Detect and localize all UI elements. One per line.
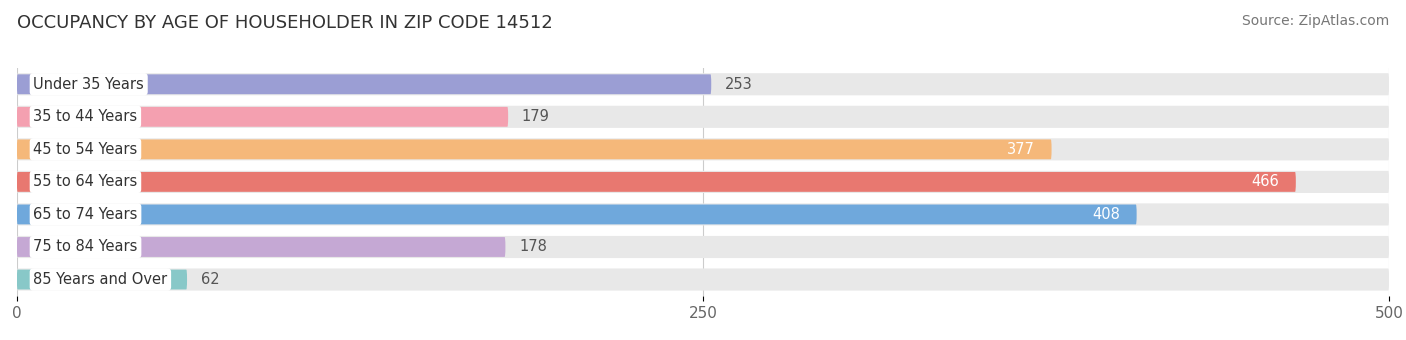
FancyBboxPatch shape: [17, 107, 508, 127]
FancyBboxPatch shape: [17, 171, 1389, 193]
Text: 75 to 84 Years: 75 to 84 Years: [34, 239, 138, 254]
FancyBboxPatch shape: [17, 172, 1296, 192]
FancyBboxPatch shape: [17, 236, 1389, 258]
FancyBboxPatch shape: [17, 237, 505, 257]
Text: 65 to 74 Years: 65 to 74 Years: [34, 207, 138, 222]
FancyBboxPatch shape: [17, 106, 1389, 128]
Text: OCCUPANCY BY AGE OF HOUSEHOLDER IN ZIP CODE 14512: OCCUPANCY BY AGE OF HOUSEHOLDER IN ZIP C…: [17, 14, 553, 32]
Text: 85 Years and Over: 85 Years and Over: [34, 272, 167, 287]
Text: 253: 253: [725, 77, 752, 92]
Text: Under 35 Years: Under 35 Years: [34, 77, 143, 92]
Text: 408: 408: [1092, 207, 1121, 222]
Text: 178: 178: [519, 239, 547, 254]
Text: 62: 62: [201, 272, 219, 287]
FancyBboxPatch shape: [17, 269, 1389, 291]
FancyBboxPatch shape: [17, 139, 1052, 159]
Text: 55 to 64 Years: 55 to 64 Years: [34, 174, 138, 189]
Text: 45 to 54 Years: 45 to 54 Years: [34, 142, 138, 157]
Text: 377: 377: [1007, 142, 1035, 157]
Text: 179: 179: [522, 109, 550, 124]
FancyBboxPatch shape: [17, 74, 711, 94]
FancyBboxPatch shape: [17, 270, 187, 289]
Text: 35 to 44 Years: 35 to 44 Years: [34, 109, 138, 124]
FancyBboxPatch shape: [17, 203, 1389, 225]
FancyBboxPatch shape: [17, 205, 1136, 224]
Text: 466: 466: [1251, 174, 1279, 189]
FancyBboxPatch shape: [17, 73, 1389, 95]
Text: Source: ZipAtlas.com: Source: ZipAtlas.com: [1241, 14, 1389, 28]
FancyBboxPatch shape: [17, 138, 1389, 160]
